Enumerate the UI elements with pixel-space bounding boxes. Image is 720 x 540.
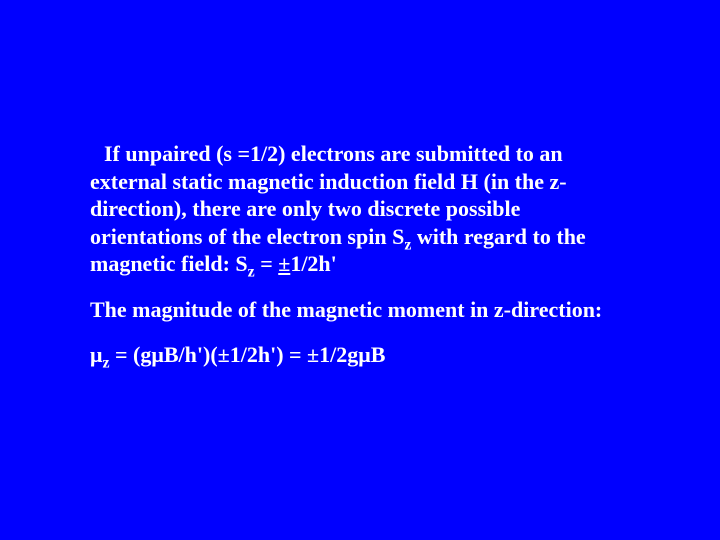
paragraph-2: The magnitude of the magnetic moment in …	[90, 296, 630, 324]
p2-text: The magnitude of the magnetic moment in …	[90, 297, 602, 322]
p1-subscript-z-2: z	[248, 263, 255, 280]
p3-mu-1: μ	[90, 342, 102, 367]
p3-mu-2: μ	[151, 342, 163, 367]
p1-plusminus: ±	[278, 251, 290, 276]
paragraph-1: If unpaired (s =1/2) electrons are submi…	[90, 140, 630, 278]
p1-text-3: =	[255, 251, 279, 276]
paragraph-3: μz = (gμB/h')(±1/2h') = ±1/2gμB	[90, 341, 630, 369]
p3-text-3: B	[371, 342, 386, 367]
p3-text-2: B/h')(±1/2h') = ±1/2g	[164, 342, 358, 367]
p3-subscript-z: z	[102, 354, 109, 371]
p3-mu-3: μ	[358, 342, 370, 367]
slide: If unpaired (s =1/2) electrons are submi…	[0, 0, 720, 540]
p1-text-4: 1/2h'	[290, 251, 336, 276]
p3-text-1: = (g	[110, 342, 152, 367]
